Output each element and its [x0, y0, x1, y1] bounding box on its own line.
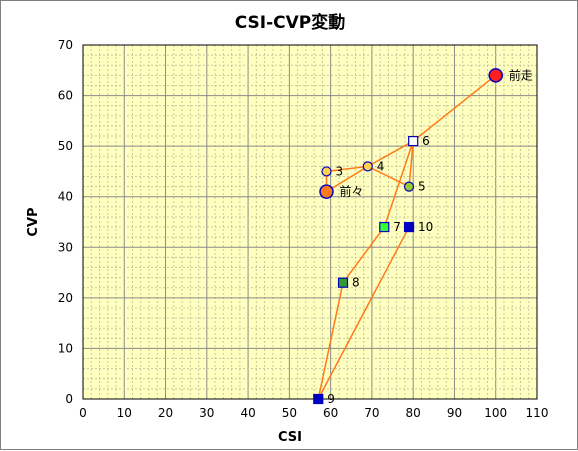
- point-label: 3: [336, 164, 344, 178]
- data-point: [319, 184, 334, 199]
- y-tick-label: 40: [58, 190, 73, 204]
- y-tick-label: 70: [58, 38, 73, 52]
- x-tick-label: 40: [240, 406, 255, 420]
- point-label: 4: [377, 159, 385, 173]
- chart-title: CSI-CVP変動: [235, 12, 346, 33]
- x-tick-label: 10: [117, 406, 132, 420]
- point-label: 6: [422, 134, 430, 148]
- x-tick-label: 60: [323, 406, 338, 420]
- point-label: 5: [418, 180, 426, 194]
- point-label: 7: [393, 220, 401, 234]
- data-point: [362, 161, 373, 172]
- x-axis-label: CSI: [278, 430, 302, 445]
- plot-border: [82, 44, 538, 400]
- x-tick-label: 0: [79, 406, 87, 420]
- y-tick-label: 50: [58, 139, 73, 153]
- x-tick-label: 90: [447, 406, 462, 420]
- x-tick-label: 70: [364, 406, 379, 420]
- y-axis-label: CVP: [26, 207, 41, 236]
- data-point: [337, 277, 349, 288]
- y-tick-label: 10: [58, 341, 73, 355]
- point-label: 10: [418, 220, 433, 234]
- y-tick-label: 20: [58, 291, 73, 305]
- data-point: [313, 393, 324, 405]
- x-tick-label: 100: [484, 406, 507, 420]
- data-point: [379, 221, 390, 233]
- point-label: 前々: [340, 184, 364, 199]
- data-point: [321, 166, 332, 177]
- y-tick-label: 60: [58, 89, 73, 103]
- data-points: [313, 68, 503, 405]
- point-label: 9: [327, 392, 335, 406]
- x-tick-label: 110: [526, 406, 549, 420]
- y-axis-ticks: 0 10 20 30 40 50 60 70: [58, 38, 73, 406]
- x-axis-ticks: 0 10 20 30 40 50 60 70 80 90 100 110: [79, 406, 548, 420]
- data-point: [408, 135, 419, 147]
- x-tick-label: 80: [406, 406, 421, 420]
- x-tick-label: 20: [158, 406, 173, 420]
- x-tick-label: 30: [199, 406, 214, 420]
- y-tick-label: 0: [65, 392, 73, 406]
- series-path: [317, 74, 497, 400]
- data-point: [403, 181, 415, 192]
- point-label: 前走: [509, 67, 533, 82]
- series-line: [317, 74, 497, 400]
- plot-area: [83, 45, 537, 399]
- data-point: [403, 221, 415, 233]
- data-point: [488, 68, 503, 83]
- point-label: 8: [352, 276, 360, 290]
- x-tick-label: 50: [282, 406, 297, 420]
- y-tick-label: 30: [58, 240, 73, 254]
